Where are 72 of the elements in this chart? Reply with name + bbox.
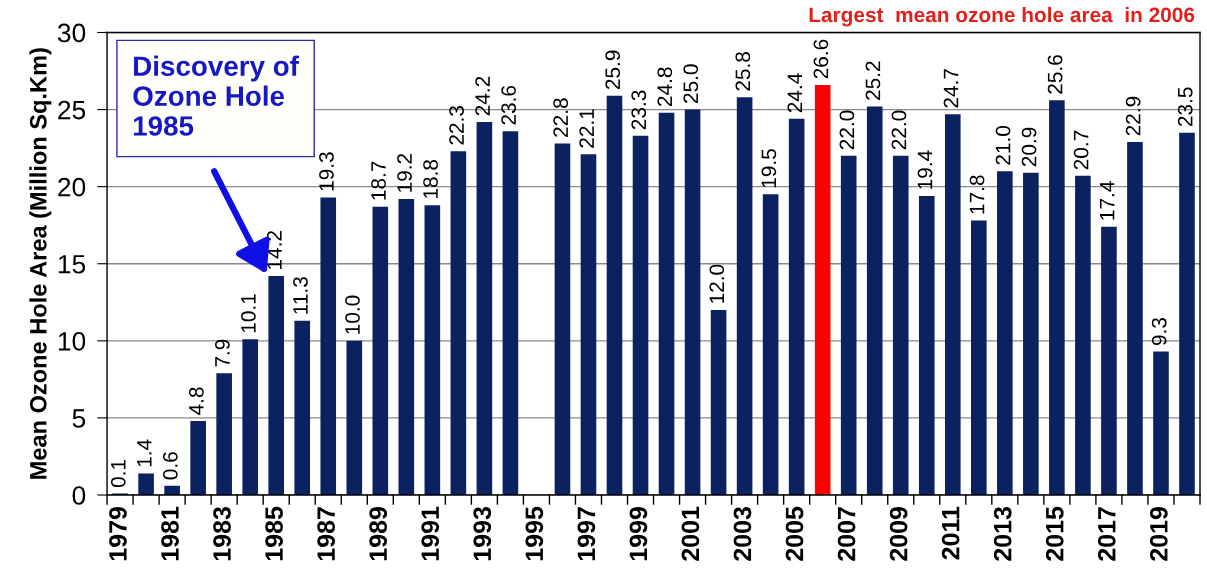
y-tick-label: 25 [58, 100, 86, 120]
x-tick-label: 1989 [369, 507, 388, 561]
data-label: 25.6 [1047, 55, 1063, 94]
x-tick-label: 2013 [993, 507, 1012, 561]
data-label: 4.8 [188, 387, 204, 415]
x-tick-label: 1993 [473, 507, 492, 561]
y-tick-label: 30 [57, 23, 86, 43]
x-tick-label: 1981 [161, 506, 179, 561]
x-tick-label: 2001 [681, 506, 700, 561]
data-label: 20.9 [1021, 127, 1037, 167]
data-label: 22.9 [1125, 96, 1141, 136]
data-label: 24.4 [787, 73, 803, 113]
data-label: 18.7 [371, 161, 386, 200]
text: Largest mean ozone hole area in 2006 [809, 6, 1195, 27]
data-label: 24.8 [657, 67, 673, 107]
data-label: 26.6 [813, 39, 829, 79]
data-label: 19.5 [761, 149, 777, 188]
x-tick-label: 2019 [1149, 507, 1168, 561]
data-label: 14.2 [267, 231, 282, 269]
data-label: 25.0 [683, 64, 699, 103]
data-label: 22.0 [839, 110, 855, 150]
data-label: 23.3 [631, 90, 647, 130]
x-tick-label: 2009 [889, 507, 908, 561]
x-tick-label: 2015 [1045, 506, 1064, 561]
y-tick-label: 15 [58, 255, 86, 274]
x-tick-label: 1991 [421, 506, 440, 561]
data-label: 25.9 [605, 50, 621, 90]
x-tick-label: 1995 [525, 506, 544, 561]
x-tick-label: 2017 [1097, 507, 1116, 561]
data-label: 1.4 [137, 439, 152, 467]
data-label: 9.3 [1151, 318, 1167, 346]
data-label: 19.2 [397, 153, 412, 192]
x-tick-label: 1999 [629, 507, 648, 561]
data-label: 22.0 [891, 110, 907, 150]
data-label: 10.0 [345, 295, 360, 334]
y-axis-title: Mean Ozone Hole Area (Million Sq.Km) [29, 48, 52, 479]
data-label: 7.9 [215, 339, 230, 367]
x-tick-label: 1983 [213, 507, 231, 561]
x-tick-label: 2007 [837, 507, 856, 561]
x-tick-label: 2003 [733, 507, 752, 561]
y-tick-label: 10 [58, 331, 86, 351]
data-label: 21.0 [995, 125, 1011, 165]
data-label: 22.8 [553, 98, 569, 137]
data-label: 19.3 [319, 152, 334, 191]
y-tick-label: 5 [72, 409, 86, 428]
data-label: 22.1 [579, 109, 594, 148]
data-label: 25.8 [735, 52, 751, 91]
data-label: 22.3 [449, 106, 464, 145]
data-label: 18.8 [423, 159, 438, 199]
data-label: 10.1 [241, 294, 256, 333]
data-label: 12.0 [709, 264, 725, 303]
data-label: 24.2 [475, 76, 490, 116]
x-tick-label: 1987 [317, 507, 335, 561]
data-label: 20.7 [1073, 130, 1089, 170]
data-label: 11.3 [293, 277, 308, 314]
x-tick-label: 1985 [265, 506, 283, 561]
x-tick-label: 2011 [941, 506, 960, 560]
data-label: 17.4 [1099, 181, 1115, 220]
y-tick-label: 20 [58, 177, 86, 197]
x-tick-label: 1997 [577, 507, 596, 561]
data-label: 24.7 [943, 69, 959, 108]
data-label: 25.2 [865, 61, 881, 100]
data-label: 17.8 [969, 175, 985, 214]
x-tick-label: 1979 [109, 507, 127, 561]
data-label: 19.4 [917, 150, 933, 189]
data-label: 0.6 [162, 452, 178, 480]
x-tick-label: 2005 [785, 506, 804, 561]
y-tick-label: 0 [72, 486, 86, 505]
data-label: 0.1 [110, 459, 126, 488]
data-label: 23.5 [1177, 87, 1193, 127]
annotation: Discovery of Ozone Hole 1985 [133, 55, 299, 136]
data-label: 23.6 [501, 85, 516, 125]
